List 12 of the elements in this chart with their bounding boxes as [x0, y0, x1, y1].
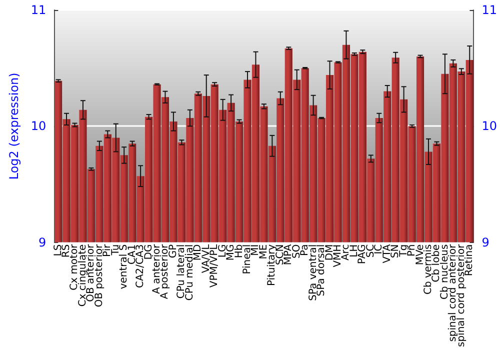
y2-tick-label: 9: [482, 235, 490, 250]
x-tick-label: Tg: [398, 244, 410, 258]
y2-tick-label: 10: [482, 119, 498, 134]
x-tick-label: OB posterior: [94, 243, 105, 308]
x-tick-label: ME: [258, 244, 270, 260]
x-tick-label: Retina: [464, 244, 476, 276]
y-tick-label: 10: [30, 119, 46, 134]
y-tick-label: 9: [38, 235, 46, 250]
y2-tick-label: 11: [482, 3, 498, 17]
x-tick-label: Pituitary: [266, 244, 278, 286]
y-axis-title: Log2 (expression): [7, 72, 21, 180]
y-tick-label: 11: [30, 3, 46, 17]
